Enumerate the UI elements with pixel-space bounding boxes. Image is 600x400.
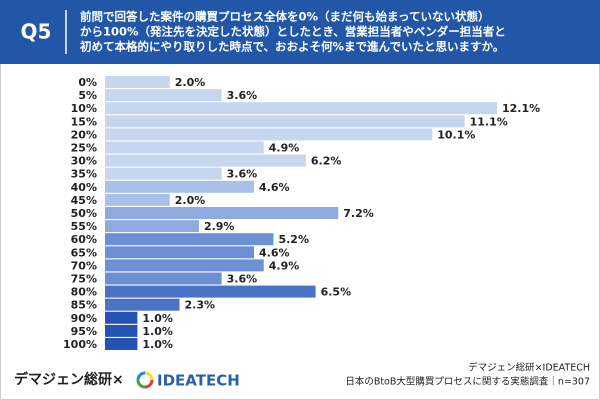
logo: IDEATECH (157, 372, 240, 390)
bar (105, 285, 316, 298)
y-tick-label: 50% (71, 207, 97, 220)
value-label: 1.0% (142, 312, 173, 325)
value-label: 4.6% (259, 246, 290, 259)
source: 日本のBtoB大型購買プロセスに関する実態調査｜n=307 (345, 376, 590, 388)
bar (105, 193, 170, 206)
bar (105, 76, 170, 88)
value-label: 3.6% (227, 168, 258, 181)
value-label: 6.5% (321, 286, 352, 299)
y-tick-label: 95% (71, 325, 97, 338)
y-tick-label: 45% (71, 194, 97, 207)
question-label: Q5 (21, 20, 52, 44)
y-tick-label: 5% (78, 89, 97, 102)
y-tick-label: 20% (71, 128, 97, 141)
question-text: 初めて本格的にやり取りした時点で、おおよそ何%まで進んでいたと思いますか。 (80, 40, 504, 54)
y-tick-label: 65% (71, 246, 97, 259)
source: デマジェン総研×IDEATECH (468, 362, 590, 374)
value-label: 2.0% (175, 194, 206, 207)
value-label: 7.2% (343, 207, 374, 220)
bar (105, 115, 465, 128)
y-tick-label: 35% (71, 168, 97, 181)
y-tick-label: 10% (71, 102, 97, 115)
logo-icon (136, 371, 154, 389)
value-label: 2.3% (185, 299, 216, 312)
value-label: 4.9% (269, 142, 300, 155)
value-label: 4.9% (269, 259, 300, 272)
bar (105, 167, 222, 180)
value-label: 1.0% (142, 325, 173, 338)
y-tick-label: 15% (71, 115, 97, 128)
bar (105, 338, 138, 350)
bar (105, 233, 274, 246)
y-tick-label: 85% (71, 299, 97, 312)
value-label: 4.6% (259, 181, 290, 194)
bar (105, 89, 222, 102)
value-label: 1.0% (142, 338, 173, 351)
bar (105, 311, 138, 324)
y-tick-label: 40% (71, 181, 97, 194)
y-tick-label: 30% (71, 155, 97, 168)
value-label: 2.0% (175, 76, 206, 89)
y-tick-label: 60% (71, 233, 97, 246)
bar (105, 272, 222, 285)
bar (105, 324, 138, 337)
brand: デマジェン総研× (14, 371, 124, 388)
value-label: 3.6% (227, 89, 258, 102)
bar (105, 154, 306, 167)
y-tick-label: 75% (71, 273, 97, 286)
bar (105, 298, 180, 311)
value-label: 5.2% (278, 233, 309, 246)
y-tick-label: 0% (78, 76, 97, 89)
value-label: 10.1% (437, 128, 475, 141)
bar (105, 141, 264, 154)
question-text: 前問で回答した案件の購買プロセス全体を0%（まだ何も始まっていない状態） (80, 10, 490, 24)
bar (105, 259, 264, 272)
y-tick-label: 25% (71, 142, 97, 155)
value-label: 3.6% (227, 273, 258, 286)
bar (105, 180, 255, 193)
question-text: から100%（発注先を決定した状態）としたとき、営業担当者やベンダー担当者と (80, 25, 506, 39)
header (0, 0, 600, 64)
y-tick-label: 70% (71, 259, 97, 272)
bar (105, 207, 339, 219)
value-label: 12.1% (502, 102, 540, 115)
value-label: 6.2% (311, 155, 342, 168)
y-tick-label: 90% (71, 312, 97, 325)
bar (105, 220, 199, 233)
value-label: 2.9% (204, 220, 235, 233)
bar (105, 128, 433, 141)
bar (105, 246, 255, 259)
bar (105, 102, 497, 115)
y-tick-label: 80% (71, 286, 97, 299)
y-tick-label: 55% (71, 220, 97, 233)
y-tick-label: 100% (63, 338, 97, 351)
value-label: 11.1% (470, 115, 508, 128)
